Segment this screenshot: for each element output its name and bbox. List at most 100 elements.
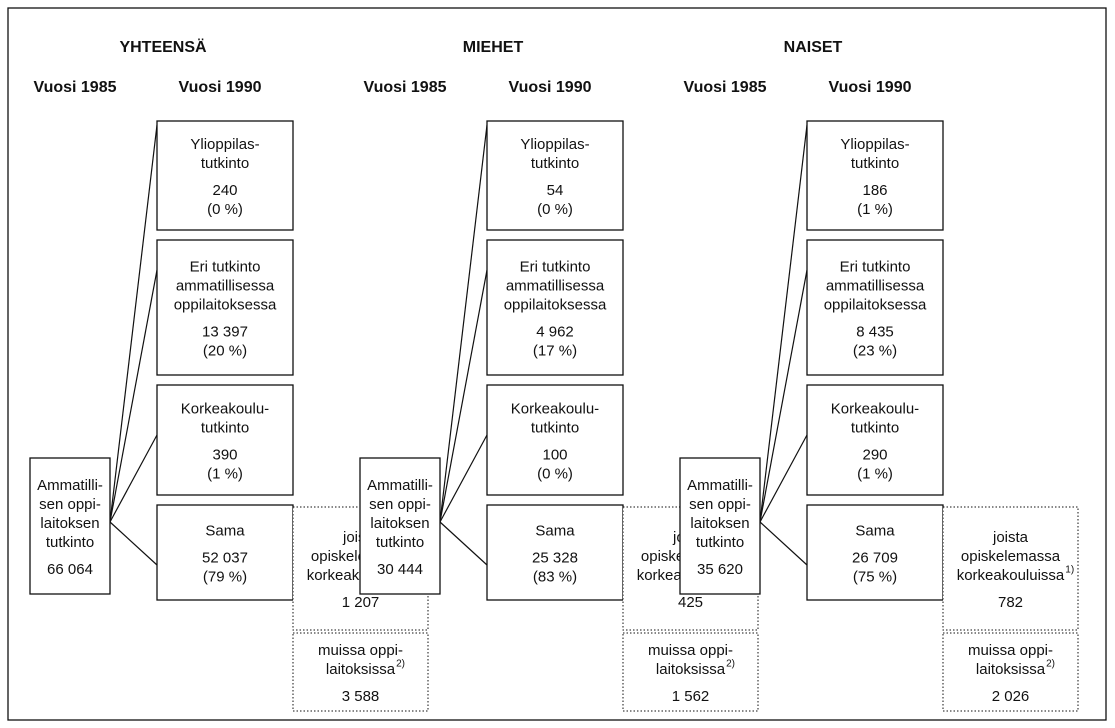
box-label: ammatillisessa xyxy=(176,277,275,294)
target-box xyxy=(806,504,944,601)
year-label: Vuosi 1990 xyxy=(828,79,911,96)
box-value: 1 207 xyxy=(342,594,380,611)
box-share: (1 %) xyxy=(857,465,893,482)
box-label: sen oppi- xyxy=(39,496,101,513)
target-box xyxy=(156,120,294,231)
connector xyxy=(759,521,808,566)
box-label: Sama xyxy=(535,522,575,539)
box-label: korkeakouluissa xyxy=(957,567,1065,584)
box-label: tutkinto xyxy=(851,155,899,172)
box-label: laitoksen xyxy=(370,515,429,532)
box-label: ammatillisessa xyxy=(826,277,925,294)
sub-box xyxy=(942,632,1079,712)
box-share: (17 %) xyxy=(533,342,577,359)
box-value: 35 620 xyxy=(697,561,743,578)
box-share: (20 %) xyxy=(203,342,247,359)
box-value: 3 588 xyxy=(342,688,380,705)
connector xyxy=(439,434,488,523)
box-label: Ammatilli- xyxy=(37,477,103,494)
group-title: YHTEENSÄ xyxy=(119,38,207,56)
box-label: Sama xyxy=(855,522,895,539)
box-share: (75 %) xyxy=(853,568,897,585)
box-label: laitoksen xyxy=(690,515,749,532)
box-label: laitoksissa xyxy=(976,661,1046,678)
connector xyxy=(759,434,808,523)
box-label: Korkeakoulu- xyxy=(831,400,919,417)
box-value: 52 037 xyxy=(202,549,248,566)
target-box xyxy=(806,239,944,376)
box-label: laitoksen xyxy=(40,515,99,532)
box-label: tutkinto xyxy=(531,419,579,436)
box-label: Ammatilli- xyxy=(687,477,753,494)
year-label: Vuosi 1990 xyxy=(508,79,591,96)
connector xyxy=(109,521,158,566)
box-label: tutkinto xyxy=(201,155,249,172)
box-value: 186 xyxy=(862,182,887,199)
box-label: tutkinto xyxy=(376,534,424,551)
target-box xyxy=(156,384,294,496)
footnote-mark: 2) xyxy=(1046,659,1055,670)
box-label: sen oppi- xyxy=(689,496,751,513)
group-title: MIEHET xyxy=(463,39,524,56)
source-box xyxy=(679,457,761,595)
connector xyxy=(109,434,158,523)
footnote-mark: 2) xyxy=(726,659,735,670)
connector xyxy=(439,124,488,523)
box-label: Korkeakoulu- xyxy=(181,400,269,417)
target-box xyxy=(156,504,294,601)
connector xyxy=(759,124,808,523)
box-share: (79 %) xyxy=(203,568,247,585)
box-value: 4 962 xyxy=(536,323,574,340)
box-value: 240 xyxy=(212,182,237,199)
year-label: Vuosi 1985 xyxy=(683,79,766,96)
box-label: Sama xyxy=(205,522,245,539)
box-share: (0 %) xyxy=(537,201,573,218)
box-value: 8 435 xyxy=(856,323,894,340)
year-label: Vuosi 1990 xyxy=(178,79,261,96)
box-share: (0 %) xyxy=(537,465,573,482)
box-value: 2 026 xyxy=(992,688,1030,705)
box-value: 30 444 xyxy=(377,561,423,578)
box-label: tutkinto xyxy=(531,155,579,172)
box-label: Eri tutkinto xyxy=(520,258,591,275)
box-label: tutkinto xyxy=(696,534,744,551)
box-label: Eri tutkinto xyxy=(190,258,261,275)
sub-box xyxy=(292,632,429,712)
box-label: laitoksissa xyxy=(326,661,396,678)
target-box xyxy=(806,384,944,496)
box-label: tutkinto xyxy=(851,419,899,436)
box-share: (1 %) xyxy=(857,201,893,218)
sub-box xyxy=(622,632,759,712)
footnote-mark: 1) xyxy=(1065,565,1074,576)
box-label: joista xyxy=(992,529,1029,546)
box-label: laitoksissa xyxy=(656,661,726,678)
box-label: Korkeakoulu- xyxy=(511,400,599,417)
box-value: 390 xyxy=(212,446,237,463)
footnote-mark: 2) xyxy=(396,659,405,670)
box-label: tutkinto xyxy=(201,419,249,436)
source-box xyxy=(29,457,111,595)
box-value: 100 xyxy=(542,446,567,463)
box-value: 782 xyxy=(998,594,1023,611)
box-value: 13 397 xyxy=(202,323,248,340)
box-label: Eri tutkinto xyxy=(840,258,911,275)
box-value: 25 328 xyxy=(532,549,578,566)
target-box xyxy=(486,504,624,601)
target-box xyxy=(486,384,624,496)
connector xyxy=(439,269,488,523)
box-label: oppilaitoksessa xyxy=(504,296,607,313)
box-value: 54 xyxy=(547,182,564,199)
connector xyxy=(109,269,158,523)
year-label: Vuosi 1985 xyxy=(33,79,116,96)
box-label: Ammatilli- xyxy=(367,477,433,494)
box-label: muissa oppi- xyxy=(968,642,1053,659)
box-label: muissa oppi- xyxy=(318,642,403,659)
target-box xyxy=(486,239,624,376)
sub-box xyxy=(942,506,1079,631)
connector xyxy=(759,269,808,523)
source-box xyxy=(359,457,441,595)
box-share: (1 %) xyxy=(207,465,243,482)
box-value: 1 562 xyxy=(672,688,710,705)
box-label: oppilaitoksessa xyxy=(824,296,927,313)
